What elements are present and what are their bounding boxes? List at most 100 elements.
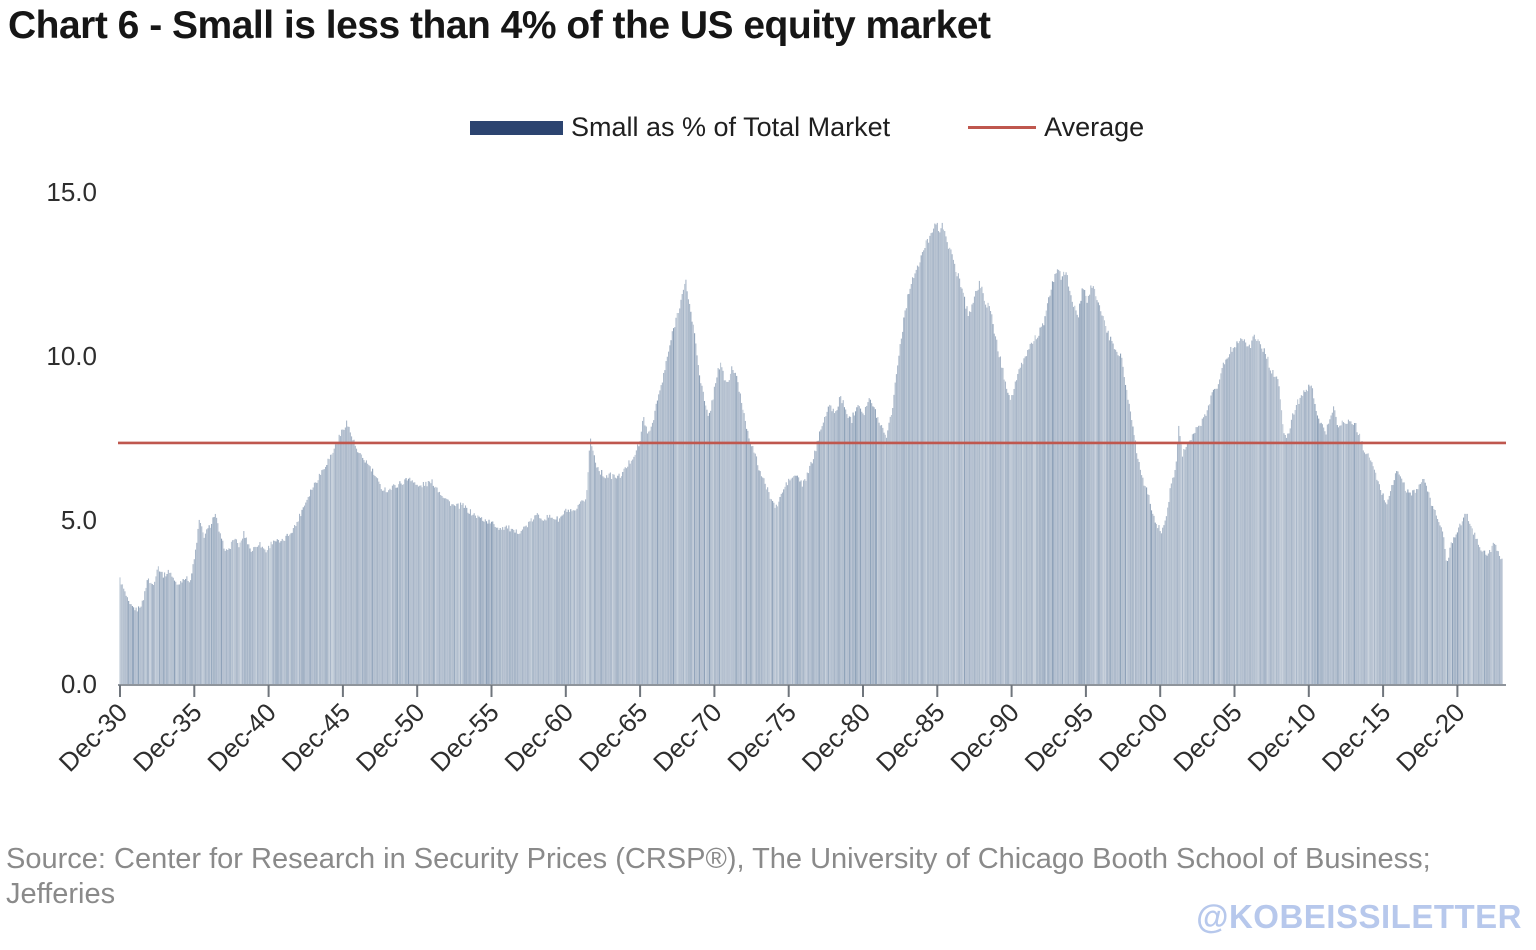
- bar: [450, 505, 452, 684]
- bar: [883, 432, 885, 684]
- bar: [656, 400, 658, 684]
- bar: [250, 551, 252, 684]
- bar: [996, 339, 998, 684]
- bar: [1368, 457, 1371, 684]
- bar: [352, 440, 354, 684]
- bar: [1231, 351, 1233, 684]
- bar: [1257, 339, 1259, 684]
- bar: [940, 228, 942, 684]
- bar: [606, 475, 608, 684]
- bar: [1089, 294, 1091, 684]
- bar: [668, 351, 670, 684]
- bar: [336, 444, 338, 684]
- bar: [1176, 443, 1179, 684]
- bar: [264, 549, 266, 684]
- bar: [403, 484, 405, 684]
- bar: [346, 420, 348, 684]
- bar: [391, 485, 393, 684]
- bar: [275, 541, 277, 684]
- bar: [863, 415, 865, 684]
- bar: [1308, 384, 1310, 684]
- bar: [1216, 388, 1218, 684]
- bar: [829, 404, 831, 684]
- bar: [1209, 404, 1211, 684]
- bar: [1224, 364, 1226, 684]
- bar: [586, 490, 588, 684]
- bar: [191, 573, 193, 684]
- bar: [406, 480, 408, 684]
- bar: [1027, 350, 1029, 684]
- bar: [733, 372, 735, 684]
- bar: [966, 306, 968, 684]
- bar: [905, 308, 907, 684]
- bar: [851, 423, 853, 684]
- bar: [795, 475, 797, 684]
- bar: [895, 374, 897, 684]
- bar: [1401, 478, 1403, 684]
- bar: [547, 517, 550, 684]
- bar: [459, 502, 462, 684]
- bar: [934, 223, 936, 684]
- bar: [1373, 469, 1375, 684]
- bar: [624, 467, 626, 684]
- bar: [256, 546, 258, 684]
- bar: [523, 526, 525, 684]
- bar: [592, 450, 594, 684]
- bar: [868, 398, 870, 684]
- page-title: Chart 6 - Small is less than 4% of the U…: [8, 4, 991, 47]
- bar: [981, 286, 983, 684]
- bar: [265, 552, 267, 684]
- bar: [650, 426, 652, 684]
- bar: [591, 446, 593, 684]
- bar: [1164, 520, 1166, 684]
- bar: [765, 489, 767, 684]
- bar: [1377, 481, 1379, 684]
- bar: [145, 587, 147, 684]
- bar: [785, 482, 787, 684]
- bar: [633, 456, 635, 684]
- bar: [568, 511, 571, 684]
- bar: [1420, 482, 1423, 684]
- bar: [463, 507, 465, 684]
- bar: [331, 454, 333, 684]
- bar: [124, 591, 126, 684]
- bar: [831, 411, 833, 684]
- bar: [467, 512, 469, 684]
- bar: [503, 529, 505, 684]
- bar: [1422, 479, 1424, 684]
- bar: [442, 497, 444, 684]
- bar: [1012, 395, 1014, 684]
- bar: [856, 407, 858, 684]
- bar: [258, 545, 260, 684]
- bar: [1475, 538, 1477, 684]
- bar: [197, 528, 199, 684]
- bar: [1189, 440, 1191, 684]
- bar: [1133, 435, 1135, 684]
- bar: [975, 290, 977, 684]
- bar: [557, 521, 559, 684]
- bar: [1235, 347, 1237, 684]
- bar: [194, 549, 197, 684]
- bar: [457, 503, 459, 684]
- bar: [292, 528, 294, 684]
- bar: [1241, 339, 1243, 684]
- bar: [377, 478, 379, 684]
- bar: [125, 595, 127, 684]
- bar: [1337, 427, 1340, 684]
- bar: [367, 463, 369, 684]
- bar: [479, 517, 481, 684]
- bar: [282, 540, 285, 684]
- bar: [384, 487, 386, 684]
- bar: [1117, 355, 1119, 684]
- bar: [412, 482, 415, 684]
- bar: [1318, 418, 1320, 684]
- bar: [1393, 480, 1395, 684]
- bar: [481, 517, 483, 684]
- bar: [1046, 303, 1049, 684]
- bar: [1398, 474, 1400, 684]
- bar: [980, 288, 982, 684]
- bar: [398, 484, 400, 684]
- bar: [1111, 340, 1113, 684]
- bar: [1122, 366, 1124, 684]
- bar: [155, 576, 157, 684]
